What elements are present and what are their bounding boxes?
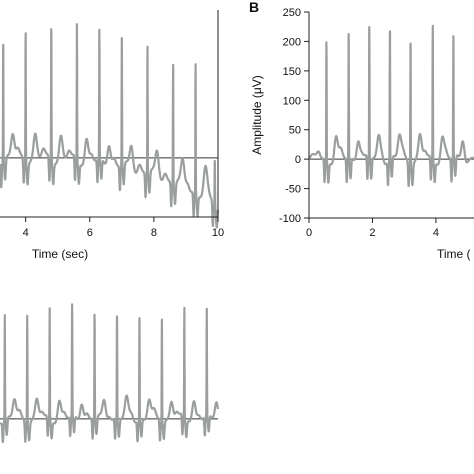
panel-b-x-tick-label: 2 — [369, 227, 375, 239]
panel-a: 4 6 8 10 Time (sec) — [0, 10, 224, 261]
panel-b-y-tick-label: -100 — [279, 213, 301, 225]
panel-b-y-tick-label: 100 — [283, 95, 301, 107]
panel-a-x-tick-label: 4 — [23, 227, 29, 239]
panel-b-y-tick-label: 200 — [283, 36, 301, 48]
panel-c-trace — [0, 303, 220, 444]
panel-b-x-tick-label: 4 — [433, 227, 439, 239]
panel-b-x-ticks: 0 2 4 — [306, 218, 439, 239]
panel-b-y-tick-label: -50 — [285, 184, 301, 196]
panel-b-y-tick-label: 250 — [283, 7, 301, 19]
panel-a-trace — [0, 23, 220, 229]
panel-a-x-tick-label: 8 — [151, 227, 157, 239]
panel-b: B -100 -50 0 50 100 150 200 250 0 2 4 Amplitude (… — [249, 0, 474, 261]
panel-c — [0, 303, 220, 444]
panel-b-letter: B — [249, 0, 259, 15]
panel-b-y-ticks: -100 -50 0 50 100 150 200 250 — [279, 7, 309, 225]
panel-b-y-tick-label: 150 — [283, 66, 301, 78]
panel-b-y-axis-label: Amplitude (μV) — [250, 75, 264, 155]
panel-b-y-tick-label: 50 — [289, 125, 301, 137]
panel-a-x-ticks: 4 6 8 10 — [23, 217, 224, 239]
panel-a-x-tick-label: 6 — [87, 227, 93, 239]
panel-b-plot-area — [308, 24, 474, 188]
panel-a-plot-area — [0, 23, 220, 229]
panel-c-plot-area — [0, 303, 220, 444]
panel-b-x-axis-label: Time ( — [437, 247, 471, 261]
panel-b-trace — [308, 24, 474, 188]
panel-a-x-tick-label: 10 — [212, 227, 224, 239]
panel-b-y-tick-label: 0 — [295, 154, 301, 166]
panel-a-x-axis-label: Time (sec) — [32, 247, 88, 261]
panel-b-x-tick-label: 0 — [306, 227, 312, 239]
